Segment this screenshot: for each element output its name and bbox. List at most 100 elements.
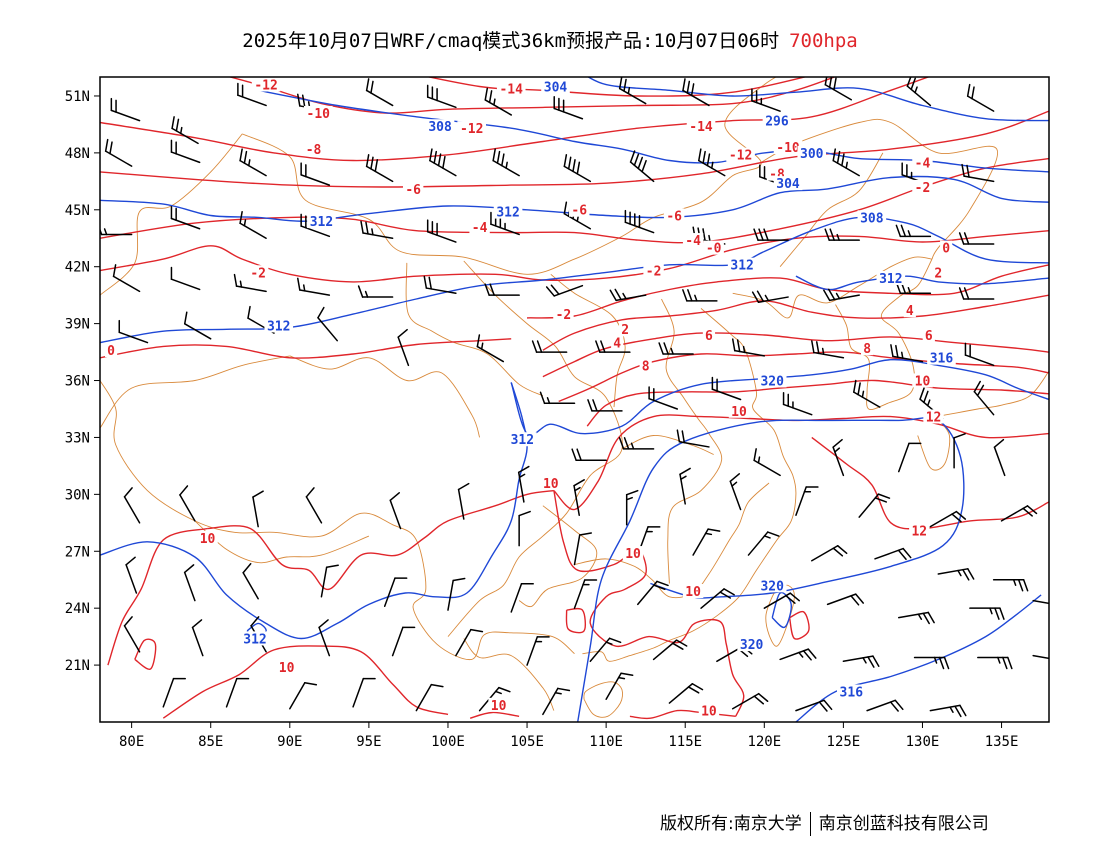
boundary-line xyxy=(463,638,555,711)
wind-barb xyxy=(779,648,817,661)
wind-barb xyxy=(977,656,1013,670)
height-label-background xyxy=(757,373,787,388)
temperature-label-background xyxy=(457,121,486,136)
wind-barb xyxy=(624,209,655,234)
wind-barb xyxy=(300,213,331,238)
wind-barb xyxy=(961,163,995,183)
wind-barb xyxy=(110,97,141,122)
wind-barb xyxy=(897,611,935,625)
wind-barb xyxy=(618,437,655,450)
isotherm xyxy=(629,709,736,720)
isotherm xyxy=(565,607,587,634)
wind-barb xyxy=(1032,599,1049,605)
temperature-label-background xyxy=(682,584,704,598)
wind-barb xyxy=(415,683,444,712)
boundary-line xyxy=(405,262,544,397)
temperature-label-background xyxy=(197,530,218,545)
wind-barb xyxy=(118,319,149,344)
wind-barb xyxy=(573,479,585,516)
height-contour xyxy=(258,89,1049,173)
wind-barb xyxy=(545,284,584,297)
wind-barb xyxy=(895,224,932,238)
pressure-level: 700hpa xyxy=(789,30,858,52)
temperature-label-background xyxy=(923,409,944,424)
wind-barb xyxy=(648,386,679,410)
wind-barb xyxy=(763,592,800,609)
temperature-label-background xyxy=(611,335,624,350)
temperature-label: 10 xyxy=(543,477,559,492)
wind-barb xyxy=(531,340,568,353)
wind-barb xyxy=(913,656,950,670)
temperature-label-background xyxy=(728,403,750,418)
height-label: 312 xyxy=(496,206,519,221)
temperature-label: 2 xyxy=(934,266,942,281)
wind-barb xyxy=(1000,505,1038,522)
wind-barb xyxy=(958,287,995,300)
isotherm xyxy=(100,77,931,162)
wind-barb xyxy=(969,607,1005,620)
boundary-line xyxy=(621,435,714,455)
wind-barb xyxy=(183,564,196,602)
temperature-label: 6 xyxy=(925,329,933,344)
wind-barb xyxy=(587,399,623,412)
wind-barb xyxy=(239,148,267,177)
wind-barb xyxy=(832,148,860,177)
wind-barb xyxy=(890,344,924,363)
wind-barb xyxy=(652,639,688,661)
wind-barb xyxy=(352,677,376,708)
wind-barb xyxy=(455,628,484,657)
height-label: 304 xyxy=(544,80,568,95)
temperature-label-background xyxy=(622,546,644,561)
isotherm xyxy=(100,230,1049,283)
isotherm xyxy=(469,711,520,719)
y-tick-label: 45N xyxy=(65,203,90,219)
height-label: 304 xyxy=(776,177,800,192)
wind-barb xyxy=(573,579,598,609)
height-label: 316 xyxy=(840,686,864,701)
wind-barb xyxy=(795,699,833,712)
boundary-line xyxy=(289,355,481,438)
wind-barb xyxy=(589,637,622,663)
boundary-line xyxy=(574,482,770,599)
temperature-label-background xyxy=(726,147,755,162)
wind-barb xyxy=(824,228,860,241)
wind-barb xyxy=(484,87,512,116)
temperature-label: -12 xyxy=(729,149,752,164)
plot-frame xyxy=(99,76,1050,723)
wind-barb xyxy=(605,672,634,700)
temperature-label-background xyxy=(619,322,632,337)
x-tick-label: 80E xyxy=(119,734,144,750)
height-label-background xyxy=(857,210,887,225)
boundary-line xyxy=(582,308,797,662)
wind-barb xyxy=(237,82,267,107)
temperature-label-background xyxy=(496,81,526,96)
wind-barb xyxy=(426,84,457,109)
wind-barb xyxy=(397,328,410,367)
isotherm xyxy=(586,379,1049,427)
wind-barb xyxy=(964,342,995,367)
height-contour xyxy=(100,382,528,640)
wind-barb xyxy=(866,699,904,712)
temperature-label-background xyxy=(276,659,297,674)
wind-barb xyxy=(751,290,789,304)
wind-barb xyxy=(360,220,394,239)
height-label-background xyxy=(737,637,766,652)
height-label: 312 xyxy=(310,215,333,230)
wind-barb xyxy=(553,96,584,120)
isotherm xyxy=(227,77,837,114)
temperature-label: 6 xyxy=(705,329,713,344)
wind-barb xyxy=(729,473,742,511)
wind-barb xyxy=(731,692,769,710)
temperature-label: -12 xyxy=(460,122,483,137)
wind-barb xyxy=(929,510,967,528)
temperature-label: -10 xyxy=(307,107,331,122)
height-label-background xyxy=(264,318,294,333)
x-tick-label: 95E xyxy=(356,734,381,750)
isotherm xyxy=(788,610,810,640)
height-contour xyxy=(795,275,1049,291)
temperature-label-background xyxy=(682,233,704,248)
wind-barb xyxy=(297,277,331,296)
wind-barb xyxy=(676,429,710,448)
wind-barb xyxy=(429,148,457,177)
temperature-label: -4 xyxy=(472,221,488,236)
